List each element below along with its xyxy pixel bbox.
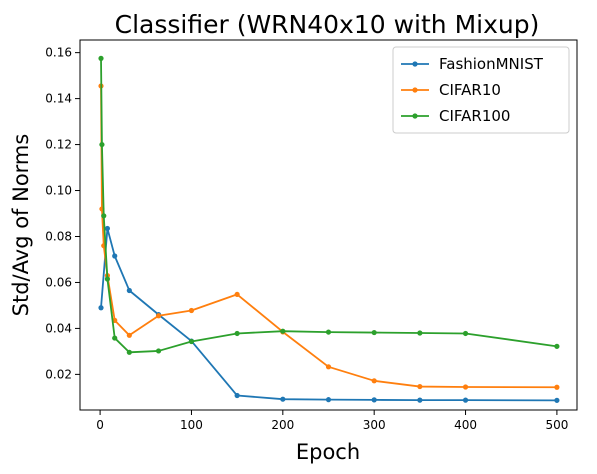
data-point-cifar10	[462, 384, 469, 390]
data-point-cifar100	[417, 330, 423, 336]
legend-label: CIFAR100	[439, 107, 510, 125]
data-point-cifar10	[234, 291, 240, 298]
legend-item-fashionmnist: FashionMNIST	[401, 55, 544, 73]
data-point-fashionmnist	[417, 397, 423, 403]
data-point-fashionmnist	[371, 397, 377, 403]
data-point-cifar100	[462, 330, 469, 337]
series-layer	[98, 55, 560, 403]
x-tick-label: 0	[96, 418, 104, 432]
x-tick-label: 500	[545, 418, 568, 432]
y-tick-label: 0.06	[45, 275, 72, 289]
data-point-cifar10	[371, 378, 377, 384]
data-point-cifar10	[155, 313, 162, 319]
y-tick-label: 0.10	[45, 184, 72, 198]
data-point-cifar10	[417, 383, 423, 390]
data-point-cifar100	[98, 55, 104, 61]
x-tick-label: 300	[363, 418, 386, 432]
y-axis: 0.02 0.04 0.06 0.08 0.10 0.12 0.14 0.16	[45, 46, 80, 381]
y-tick-label: 0.04	[45, 321, 72, 335]
legend: FashionMNIST CIFAR10 CIFAR100	[392, 46, 570, 134]
data-point-fashionmnist	[234, 392, 240, 399]
y-tick-label: 0.16	[45, 46, 72, 60]
data-point-cifar100	[234, 330, 240, 337]
data-point-cifar100	[126, 349, 132, 355]
legend-item-cifar100: CIFAR100	[401, 107, 510, 125]
data-point-cifar100	[155, 348, 162, 354]
x-tick-label: 100	[180, 418, 203, 432]
data-point-cifar10	[325, 364, 332, 370]
chart-title: Classifier (WRN40x10 with Mixup)	[115, 10, 540, 39]
data-point-cifar100	[280, 328, 286, 334]
legend-marker	[412, 87, 418, 93]
data-point-fashionmnist	[462, 397, 469, 403]
data-point-fashionmnist	[126, 287, 132, 294]
y-tick-label: 0.14	[45, 92, 72, 106]
legend-label: CIFAR10	[439, 81, 501, 99]
y-axis-label: Std/Avg of Norms	[9, 134, 33, 317]
data-point-cifar100	[112, 335, 118, 341]
data-point-fashionmnist	[104, 225, 111, 232]
data-point-cifar10	[554, 384, 560, 390]
legend-marker	[412, 61, 418, 67]
y-tick-label: 0.08	[45, 229, 72, 243]
data-point-fashionmnist	[112, 253, 118, 259]
legend-marker	[412, 113, 418, 119]
x-tick-label: 400	[454, 418, 477, 432]
legend-item-cifar10: CIFAR10	[401, 81, 501, 99]
data-point-cifar100	[188, 338, 195, 345]
data-point-cifar100	[325, 329, 332, 335]
data-point-cifar100	[371, 329, 377, 336]
y-tick-label: 0.02	[45, 367, 72, 381]
data-point-cifar100	[554, 343, 560, 349]
data-point-fashionmnist	[554, 397, 560, 403]
data-point-cifar100	[101, 213, 107, 219]
data-point-fashionmnist	[325, 397, 332, 403]
x-axis-label: Epoch	[296, 440, 360, 464]
data-point-cifar10	[126, 332, 132, 338]
x-axis: 0 100 200 300 400 500	[96, 410, 568, 432]
x-tick-label: 200	[271, 418, 294, 432]
data-point-fashionmnist	[280, 396, 286, 402]
y-tick-label: 0.12	[45, 138, 72, 152]
legend-frame	[392, 46, 570, 134]
series-cifar100	[98, 55, 560, 355]
legend-label: FashionMNIST	[439, 55, 544, 73]
data-point-cifar10	[188, 307, 195, 314]
data-point-cifar100	[99, 141, 105, 148]
data-point-cifar100	[104, 276, 111, 282]
data-point-fashionmnist	[98, 305, 104, 311]
